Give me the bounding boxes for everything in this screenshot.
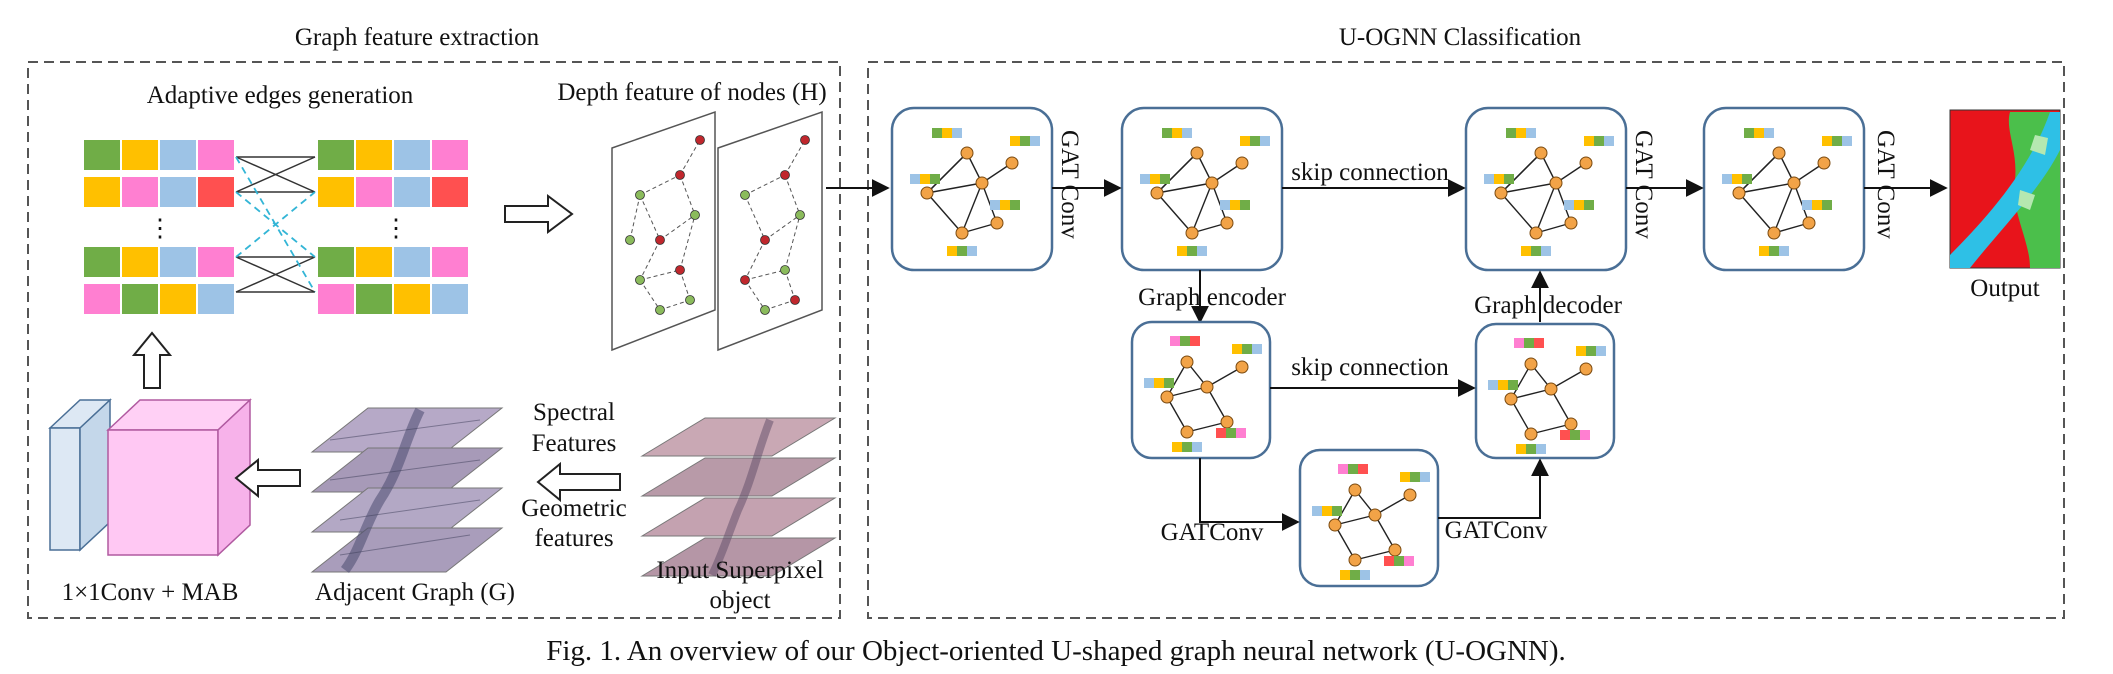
matrix-cell-blue xyxy=(160,177,196,207)
gatconv-vertical-3: GATConv xyxy=(1872,130,1899,239)
arrow-encoder-to-bottleneck xyxy=(1199,458,1300,531)
u-ognn-classification-box xyxy=(867,61,2065,619)
matrix-cell-blue xyxy=(394,177,430,207)
hollow-arrow-to-depth-features xyxy=(504,194,574,234)
matrix-cell-pink xyxy=(318,284,354,314)
matrix-cell-pink xyxy=(432,247,468,277)
arrow-bottleneck-to-decoder xyxy=(1438,458,1549,519)
geometric-label-line1: Geometric xyxy=(521,495,627,522)
spectral-label-line1: Spectral xyxy=(533,399,615,426)
geometric-label-line2: features xyxy=(534,525,613,552)
matrix-cell-orange xyxy=(318,177,354,207)
gatconv-bottom-right-label: GATConv xyxy=(1445,517,1548,544)
conv-1x1-block xyxy=(48,398,112,552)
matrix-cell-green xyxy=(318,247,354,277)
mab-block xyxy=(106,398,252,557)
depth-feature-label: Depth feature of nodes (H) xyxy=(557,79,826,106)
skip-connection-top-label: skip connection xyxy=(1291,159,1449,186)
ellipsis-right: ⋮ xyxy=(384,215,409,242)
matrix-cell-red xyxy=(198,177,234,207)
graph-box-bottleneck xyxy=(1298,448,1440,588)
input-superpixel-stack xyxy=(640,417,837,577)
graph-decoder-label: Graph decoder xyxy=(1474,292,1623,319)
matrix-cell-orange xyxy=(122,140,158,170)
graph-encoder-label: Graph encoder xyxy=(1138,284,1287,311)
matrix-cell-red xyxy=(432,177,468,207)
matrix-cell-orange xyxy=(160,284,196,314)
matrix-cell-pink xyxy=(356,177,392,207)
graph-feature-extraction-box xyxy=(27,61,841,619)
matrix-cell-blue xyxy=(432,284,468,314)
matrix-cell-pink xyxy=(432,140,468,170)
graph-box-input xyxy=(890,106,1054,272)
matrix-cell-orange xyxy=(84,177,120,207)
depth-feature-plane-1 xyxy=(611,110,716,352)
conv-mab-label: 1×1Conv + MAB xyxy=(62,579,239,606)
adaptive-edge-lines xyxy=(235,156,316,293)
matrix-cell-blue xyxy=(198,284,234,314)
graph-box-final xyxy=(1702,106,1866,272)
matrix-cell-green xyxy=(356,284,392,314)
gatconv-vertical-1: GATConv xyxy=(1056,130,1083,239)
ellipsis-left: ⋮ xyxy=(148,215,173,242)
matrix-cell-blue xyxy=(394,247,430,277)
hollow-arrow-to-adjacent-graph xyxy=(536,461,621,503)
hollow-arrow-to-conv xyxy=(234,457,301,499)
matrix-cell-pink xyxy=(84,284,120,314)
input-superpixel-label-line1: Input Superpixel xyxy=(656,557,823,584)
graph-box-encoder-1 xyxy=(1120,106,1284,272)
matrix-cell-orange xyxy=(122,247,158,277)
left-section-title: Graph feature extraction xyxy=(295,24,540,51)
matrix-cell-pink xyxy=(122,177,158,207)
output-classification-map xyxy=(1949,109,2061,269)
input-superpixel-label-line2: object xyxy=(709,587,770,614)
matrix-cell-green xyxy=(84,140,120,170)
matrix-cell-pink xyxy=(198,247,234,277)
gatconv-bottom-left-label: GATConv xyxy=(1161,519,1264,546)
matrix-cell-blue xyxy=(160,140,196,170)
skip-connection-middle-label: skip connection xyxy=(1291,354,1449,381)
matrix-cell-orange xyxy=(356,247,392,277)
matrix-cell-blue xyxy=(160,247,196,277)
adjacent-graph-stack xyxy=(310,407,504,573)
matrix-cell-green xyxy=(318,140,354,170)
feature-matrix-right xyxy=(318,140,468,314)
matrix-cell-pink xyxy=(198,140,234,170)
right-section-title: U-OGNN Classification xyxy=(1339,24,1582,51)
matrix-cell-green xyxy=(84,247,120,277)
matrix-cell-green xyxy=(122,284,158,314)
graph-box-decoder-2 xyxy=(1474,322,1616,460)
adaptive-edge-dashed-lines xyxy=(235,156,316,293)
gatconv-vertical-2: GATConv xyxy=(1630,130,1657,239)
adaptive-edges-label: Adaptive edges generation xyxy=(147,82,414,109)
graph-box-encoder-2 xyxy=(1130,320,1272,460)
matrix-cell-blue xyxy=(394,140,430,170)
adjacent-graph-label: Adjacent Graph (G) xyxy=(315,579,515,606)
graph-box-decoder-1 xyxy=(1464,106,1628,272)
spectral-label-line2: Features xyxy=(532,430,617,457)
hollow-arrow-up-to-edges xyxy=(131,331,173,389)
depth-feature-plane-2 xyxy=(717,110,823,352)
figure-caption: Fig. 1. An overview of our Object-orient… xyxy=(546,635,1566,667)
matrix-cell-orange xyxy=(356,140,392,170)
output-label: Output xyxy=(1970,275,2040,302)
matrix-cell-orange xyxy=(394,284,430,314)
feature-matrix-left xyxy=(84,140,234,314)
